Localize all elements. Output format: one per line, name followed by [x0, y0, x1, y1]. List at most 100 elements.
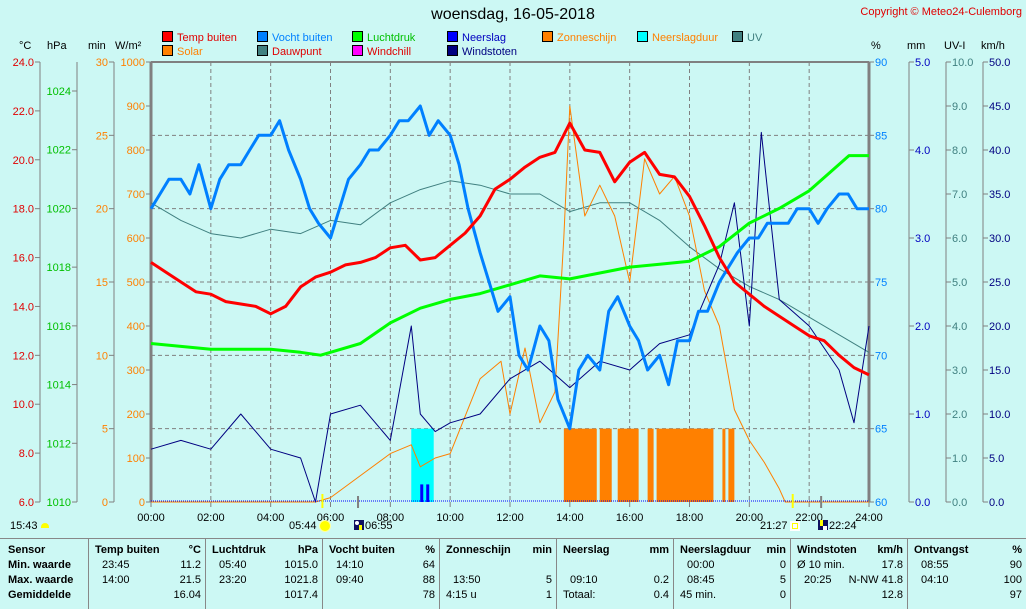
- rain-bar: [426, 484, 430, 502]
- moonrise-icon: [354, 520, 364, 530]
- humidity-unit: %: [871, 40, 881, 52]
- stat-value: 97: [1009, 589, 1022, 601]
- stat-time: 23:45: [102, 559, 130, 571]
- legend-label: UV: [747, 32, 763, 44]
- stat-time: 14:00: [102, 574, 130, 586]
- stat-value: 21.5: [179, 574, 201, 586]
- solar-line: [151, 105, 869, 503]
- rain-tick-label: 2.0: [915, 321, 930, 333]
- temp-tick-label: 16.0: [13, 253, 34, 265]
- temperature-line: [150, 121, 870, 377]
- stat-time: 00:00: [687, 559, 715, 571]
- column-unit: km/h: [877, 544, 903, 556]
- column-header: Zonneschijn: [446, 544, 511, 556]
- stats-column-vocht-buiten: Vocht buiten% 14:10 64 09:40 88 78: [322, 539, 439, 609]
- moonset-icon: [818, 520, 828, 530]
- moon-icon: [41, 523, 49, 528]
- moonrise-marker: [357, 496, 360, 508]
- pressure-tick-label: 1014: [47, 380, 71, 392]
- minutes-tick-label: 0: [102, 497, 108, 509]
- legend-item-temp-buiten: Temp buiten: [162, 31, 237, 44]
- column-header: Neerslag: [563, 544, 610, 556]
- column-unit: °C: [188, 544, 201, 556]
- column-divider: [673, 539, 674, 609]
- wind-gust-line: [150, 131, 870, 503]
- sunshine-bar: [617, 428, 639, 502]
- column-divider: [790, 539, 791, 609]
- sunrise-time: 05:44: [289, 520, 317, 532]
- temp-tick-label: 12.0: [13, 350, 34, 362]
- stat-value: 17.8: [881, 559, 903, 571]
- solar-tick-label: 100: [127, 453, 145, 465]
- stat-time: 09:40: [336, 574, 364, 586]
- column-header: Sensor: [8, 544, 46, 556]
- sunrise-icon: [320, 521, 330, 531]
- pressure-tick-label: 1022: [47, 145, 71, 157]
- stats-column-zonneschijn: Zonneschijn min 13:50 5 4:15 u 1: [439, 539, 556, 609]
- stat-time: 4:15 u: [446, 589, 477, 601]
- legend-label: Temp buiten: [177, 32, 237, 44]
- pressure-tick-label: 1010: [47, 497, 71, 509]
- column-divider: [205, 539, 206, 609]
- stats-column-sensor: Sensor Min. waarde Max. waarde Gemiddelde: [0, 539, 88, 609]
- solar-tick-label: 500: [127, 277, 145, 289]
- pressure-unit: hPa: [47, 40, 67, 52]
- stat-value: 64: [422, 559, 435, 571]
- uv-tick-label: 0.0: [952, 497, 967, 509]
- pressure-tick-label: 1018: [47, 262, 71, 274]
- rain-tick-label: 4.0: [915, 145, 930, 157]
- legend-swatch: [447, 45, 458, 56]
- column-unit: %: [425, 544, 435, 556]
- chart-title: woensdag, 16-05-2018: [431, 6, 595, 23]
- sunshine-bar: [599, 428, 612, 502]
- legend-item-zonneschijn: Zonneschijn: [542, 31, 616, 44]
- legend-label: Windchill: [367, 46, 412, 58]
- stat-time: 08:55: [921, 559, 949, 571]
- uv-tick-label: 5.0: [952, 277, 967, 289]
- x-tick-label: 00:00: [137, 512, 165, 524]
- temp-unit: °C: [19, 40, 32, 52]
- moonset-time: 22:24: [829, 520, 857, 532]
- legend-item-neerslagduur: Neerslagduur: [637, 31, 718, 44]
- solar-tick-label: 900: [127, 101, 145, 113]
- x-tick-label: 22:00: [795, 512, 823, 524]
- wind-tick-label: 20.0: [989, 321, 1010, 333]
- stat-time: 20:25: [804, 574, 832, 586]
- stat-value: 16.04: [173, 589, 201, 601]
- sunshine-bar: [656, 428, 714, 502]
- rain-unit: mm: [907, 40, 926, 52]
- sunset-marker: [791, 494, 794, 508]
- sunshine-bar: [728, 428, 735, 502]
- x-tick-label: 16:00: [616, 512, 644, 524]
- wind-tick-label: 35.0: [989, 189, 1010, 201]
- column-unit: mm: [649, 544, 669, 556]
- uv-tick-label: 6.0: [952, 233, 967, 245]
- column-header: Neerslagduur: [680, 544, 751, 556]
- pressure-tick-label: 1020: [47, 203, 71, 215]
- uv-tick-label: 1.0: [952, 453, 967, 465]
- column-divider: [907, 539, 908, 609]
- uv-tick-label: 4.0: [952, 321, 967, 333]
- legend-item-windchill: Windchill: [352, 45, 411, 58]
- column-divider: [439, 539, 440, 609]
- stat-value: 5: [779, 574, 786, 586]
- stat-time: Ø 10 min.: [797, 559, 845, 571]
- stats-column-windstoten: Windstoten km/h Ø 10 min. 17.8 20:25 N-NW 41.…: [790, 539, 907, 609]
- stat-value: 0.4: [653, 589, 669, 601]
- uv-tick-label: 7.0: [952, 189, 967, 201]
- stat-value: 1015.0: [284, 559, 318, 571]
- stat-time: 05:40: [219, 559, 247, 571]
- humidity-tick-label: 70: [875, 350, 887, 362]
- legend-swatch: [162, 31, 173, 42]
- stats-column-ontvangst: Ontvangst% 08:55 90 04:10 100 97: [907, 539, 1026, 609]
- stat-value: 0.2: [653, 574, 669, 586]
- minutes-tick-label: 10: [96, 350, 108, 362]
- weather-chart: 24.0 22.0 20.0 18.0 16.0 14.0 12.0 10.0 8.0 6.0 10…: [13, 57, 1011, 524]
- stat-value: 0: [779, 559, 786, 571]
- legend-item-dauwpunt: Dauwpunt: [257, 45, 322, 58]
- uv-tick-label: 3.0: [952, 365, 967, 377]
- stats-table: Sensor Min. waarde Max. waarde Gemiddelde Te…: [0, 538, 1026, 609]
- x-tick-label: 20:00: [736, 512, 764, 524]
- stat-value: 0: [779, 589, 786, 601]
- column-unit: min: [532, 544, 552, 556]
